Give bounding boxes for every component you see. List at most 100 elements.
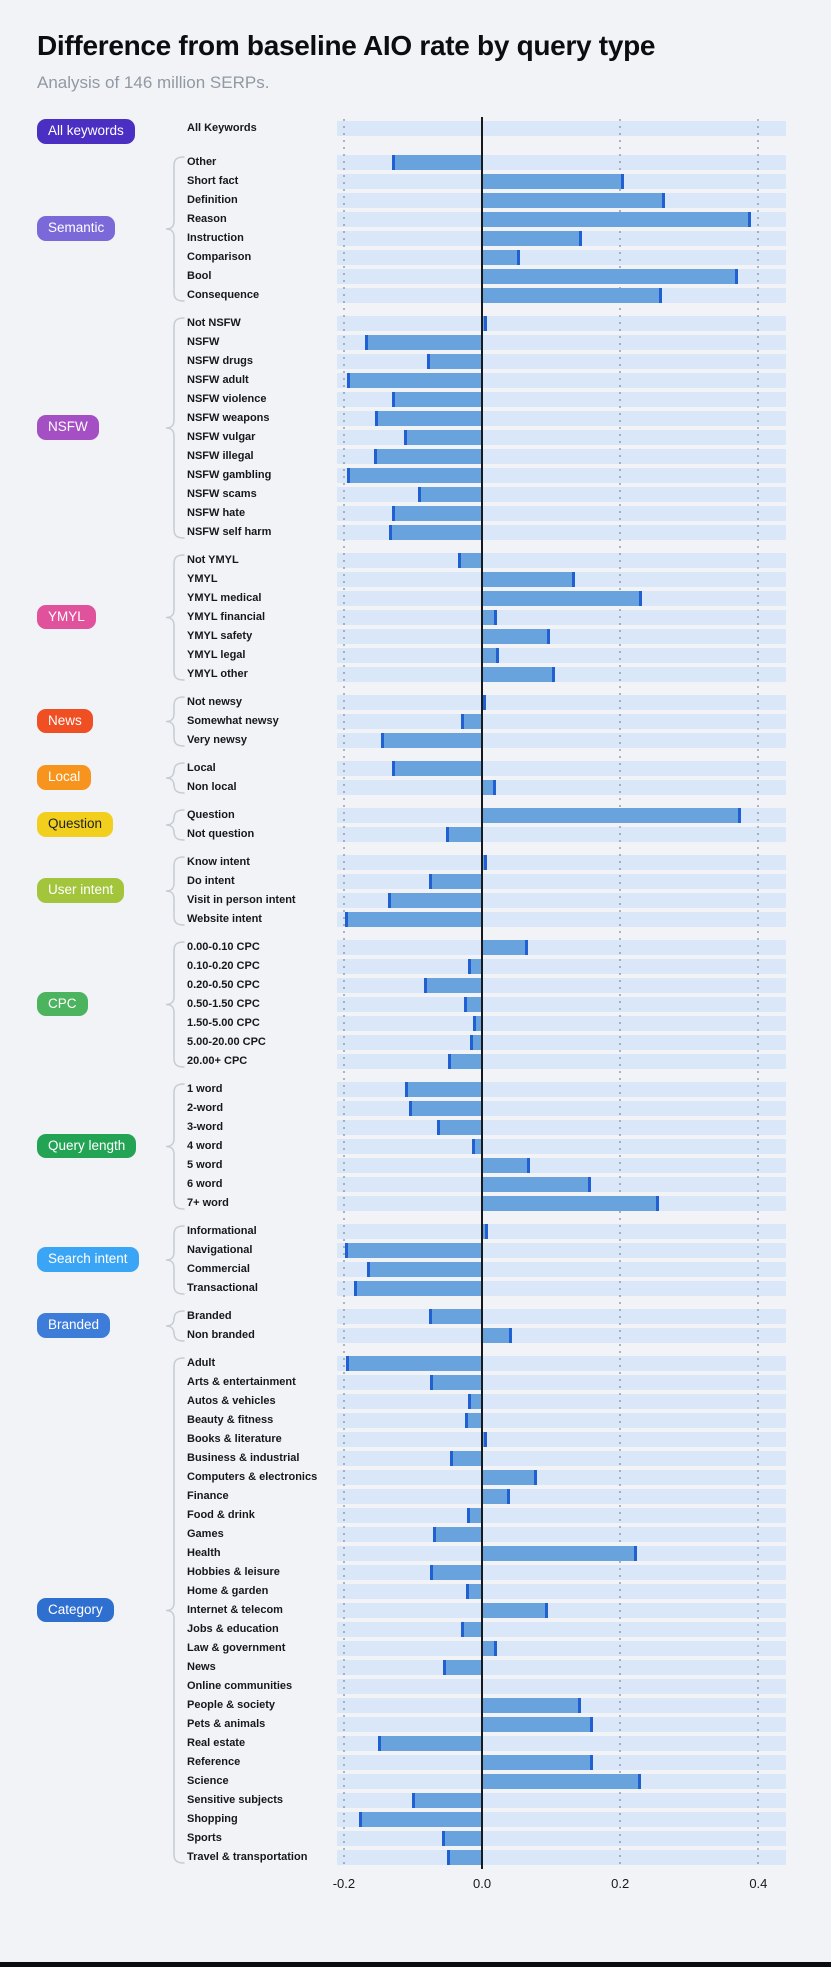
row-label: NSFW weapons [187, 412, 270, 424]
chart-sections: All keywords All Keywords Semantic Other Sho… [37, 119, 786, 1867]
bar-end-cap [344, 1242, 348, 1258]
bar [441, 1830, 483, 1846]
bar [446, 826, 483, 842]
x-tick-0.4: 0.4 [749, 1875, 768, 1891]
bar-track [337, 1195, 786, 1211]
bar [450, 1450, 483, 1466]
bar-end-cap [392, 391, 396, 407]
chart-row-food-drink: Food & drink [187, 1506, 786, 1525]
chart-row-news: News [187, 1658, 786, 1677]
header: Difference from baseline AIO rate by que… [0, 0, 831, 93]
section-cpc: CPC 0.00-0.10 CPC 0.10-0.20 CPC 0.20-0.50 C… [37, 938, 786, 1071]
bracket-column [163, 119, 187, 144]
bar [411, 1792, 483, 1808]
pill-column: Search intent [37, 1222, 163, 1298]
bracket-column [163, 693, 187, 750]
pill-column: YMYL [37, 551, 163, 684]
bar-end-cap [748, 211, 752, 227]
row-label: Branded [187, 1310, 232, 1322]
bar-track [337, 1261, 786, 1277]
chart-row-0-50-1-50-cpc: 0.50-1.50 CPC [187, 995, 786, 1014]
bar-end-cap [442, 1659, 446, 1675]
category-pill-semantic: Semantic [37, 216, 116, 241]
bar [389, 524, 483, 540]
bar-track [337, 1157, 786, 1173]
bar [472, 1138, 483, 1154]
chart-row-beauty-fitness: Beauty & fitness [187, 1411, 786, 1430]
chart-row-non-branded: Non branded [187, 1326, 786, 1345]
bar [482, 1195, 659, 1211]
chart-row-navigational: Navigational [187, 1241, 786, 1260]
bar-track [337, 873, 786, 889]
bar-track [337, 779, 786, 795]
bar-end-cap [408, 1100, 412, 1116]
bar-end-cap [551, 666, 555, 682]
section-bracket [165, 808, 185, 841]
bar [374, 410, 483, 426]
bar-track [337, 334, 786, 350]
chart-row-0-00-0-10-cpc: 0.00-0.10 CPC [187, 938, 786, 957]
section-bracket [165, 316, 185, 539]
row-label: 2-word [187, 1102, 224, 1114]
bar [482, 1640, 498, 1656]
pill-column: NSFW [37, 314, 163, 542]
bar-track [337, 647, 786, 663]
category-pill-ymyl: YMYL [37, 604, 96, 630]
bar [473, 1015, 483, 1031]
bar-track [337, 609, 786, 625]
chart-row-not-nsfw: Not NSFW [187, 314, 786, 333]
bar-end-cap [472, 1138, 476, 1154]
chart-row-somewhat-newsy: Somewhat newsy [187, 712, 786, 731]
category-pill-question: Question [37, 812, 114, 837]
bar [344, 911, 483, 927]
bar [482, 192, 666, 208]
row-label: Law & government [187, 1642, 286, 1654]
row-label: 5.00-20.00 CPC [187, 1036, 266, 1048]
section-news: News Not newsy Somewhat newsy Very newsy [37, 693, 786, 750]
bar [482, 1488, 510, 1504]
bar [482, 1157, 531, 1173]
pill-column: Local [37, 759, 163, 797]
bar [417, 486, 483, 502]
row-label: Hobbies & leisure [187, 1566, 280, 1578]
bar-track [337, 315, 786, 331]
bar-end-cap [639, 590, 643, 606]
section-query-length: Query length 1 word 2-word 3-word 4 word 5 wo… [37, 1080, 786, 1213]
bar-track [337, 486, 786, 502]
bar [482, 666, 555, 682]
bar-end-cap [381, 732, 385, 748]
bar-track [337, 1280, 786, 1296]
row-label: Books & literature [187, 1433, 282, 1445]
row-label: Local [187, 762, 216, 774]
bar-end-cap [496, 647, 500, 663]
bar-end-cap [470, 1034, 474, 1050]
row-label: Real estate [187, 1737, 246, 1749]
row-label: Games [187, 1528, 224, 1540]
chart-row-people-society: People & society [187, 1696, 786, 1715]
row-label: 0.20-0.50 CPC [187, 979, 260, 991]
bar-track [337, 1412, 786, 1428]
bracket-column [163, 551, 187, 684]
bracket-column [163, 153, 187, 305]
bar-end-cap [483, 1431, 487, 1447]
pill-column: User intent [37, 853, 163, 929]
chart-row-6-word: 6 word [187, 1175, 786, 1194]
chart-row-adult: Adult [187, 1354, 786, 1373]
category-pill-query-length: Query length [37, 1133, 137, 1159]
bar-track [337, 121, 786, 136]
bar [378, 1735, 483, 1751]
bar [344, 1242, 483, 1258]
chart-row-sports: Sports [187, 1829, 786, 1848]
bar-end-cap [345, 1355, 349, 1371]
bar [482, 1327, 512, 1343]
bar [461, 713, 483, 729]
row-label: YMYL financial [187, 611, 266, 623]
chart-row-nsfw-violence: NSFW violence [187, 390, 786, 409]
chart-row-3-word: 3-word [187, 1118, 786, 1137]
bar-end-cap [347, 372, 351, 388]
bar-end-cap [525, 939, 529, 955]
bar-end-cap [466, 1583, 470, 1599]
row-label: Science [187, 1775, 229, 1787]
bar [467, 958, 483, 974]
